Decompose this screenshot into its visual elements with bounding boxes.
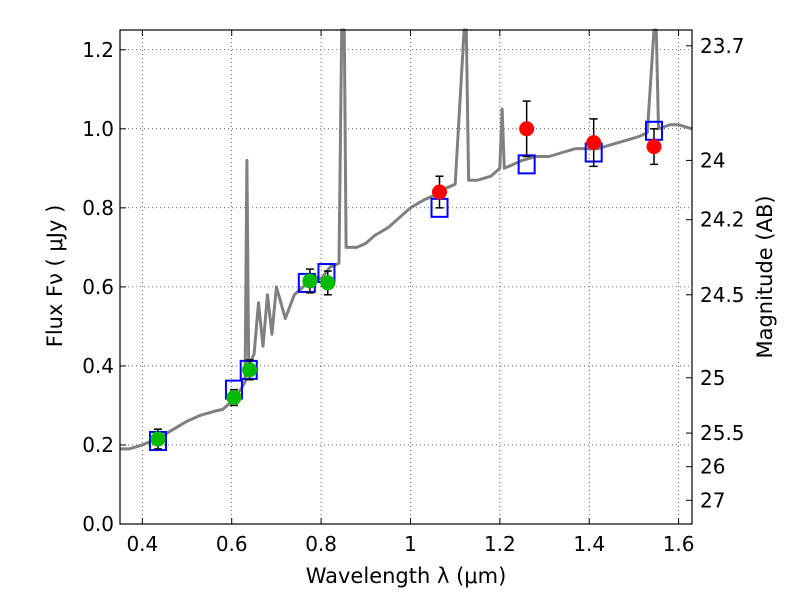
marker-layer bbox=[148, 100, 664, 452]
x-axis-label: Wavelength λ (μm) bbox=[306, 564, 507, 588]
grid bbox=[120, 30, 692, 525]
y-tick-label: 1.2 bbox=[82, 38, 114, 62]
y-tick-label: 1.0 bbox=[82, 117, 114, 141]
data-point bbox=[519, 121, 535, 137]
tick-layer: 0.4 0.6 0.8 1 1.2 1.4 1.6 0.0 0.2 0.4 0.6 0.8 1.0 1.2… bbox=[82, 30, 745, 556]
data-point bbox=[242, 362, 258, 378]
right-tick-label: 25 bbox=[700, 366, 725, 390]
x-tick-label: 1.6 bbox=[663, 532, 695, 556]
x-tick-label: 0.6 bbox=[216, 532, 248, 556]
data-point bbox=[302, 273, 318, 289]
y-axis-label: Flux Fν ( μJy ) bbox=[43, 205, 67, 348]
data-point bbox=[320, 275, 336, 291]
right-tick-label: 27 bbox=[700, 488, 725, 512]
right-tick-label: 24.5 bbox=[700, 283, 745, 307]
right-tick-label: 26 bbox=[700, 455, 725, 479]
right-tick-label: 25.5 bbox=[700, 421, 745, 445]
plot-frame bbox=[119, 29, 693, 525]
right-tick-label: 24 bbox=[700, 148, 725, 172]
x-tick-label: 0.8 bbox=[305, 532, 337, 556]
data-point bbox=[150, 431, 166, 447]
y-tick-label: 0.0 bbox=[82, 512, 114, 536]
x-tick-label: 1.2 bbox=[484, 532, 516, 556]
data-point bbox=[432, 184, 448, 200]
spectrum-layer bbox=[120, 28, 693, 451]
right-tick-label: 23.7 bbox=[700, 34, 745, 58]
y-tick-label: 0.6 bbox=[82, 275, 114, 299]
right-tick-label: 24.2 bbox=[700, 208, 745, 232]
y-axis-label-right: Magnitude (AB) bbox=[753, 195, 777, 358]
data-point bbox=[226, 390, 242, 406]
y-tick-label: 0.4 bbox=[82, 354, 114, 378]
x-tick-label: 0.4 bbox=[126, 532, 158, 556]
data-point bbox=[646, 139, 662, 155]
spectrum-line bbox=[120, 28, 693, 451]
x-tick-label: 1 bbox=[404, 532, 417, 556]
y-tick-label: 0.2 bbox=[82, 433, 114, 457]
data-point bbox=[586, 135, 602, 151]
y-tick-label: 0.8 bbox=[82, 196, 114, 220]
x-tick-label: 1.4 bbox=[573, 532, 605, 556]
